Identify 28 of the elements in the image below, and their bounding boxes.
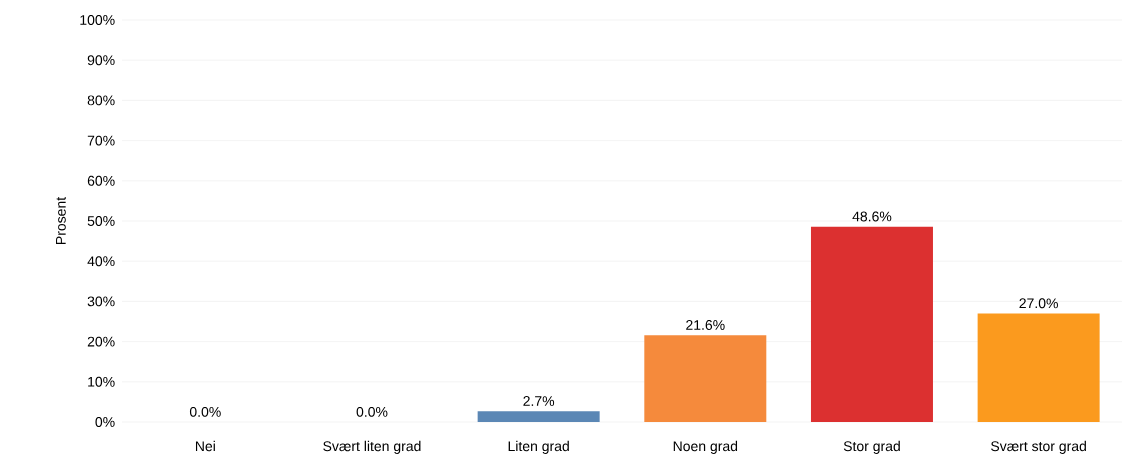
y-tick-label: 70% — [87, 135, 115, 146]
data-label: 0.0% — [189, 406, 221, 417]
y-tick-label: 20% — [87, 336, 115, 347]
x-tick-label: Nei — [195, 440, 215, 452]
x-tick-label: Svært stor grad — [991, 440, 1086, 454]
y-tick-label: 80% — [87, 95, 115, 106]
data-label: 21.6% — [686, 320, 725, 330]
y-axis-title: Prosent — [56, 196, 66, 244]
data-label: 2.7% — [523, 396, 555, 406]
y-tick-label: 100% — [80, 15, 115, 25]
data-label: 48.6% — [852, 211, 892, 222]
x-tick-label: Noen grad — [673, 440, 738, 454]
y-tick-label: 10% — [88, 376, 115, 387]
y-tick-label: 90% — [87, 55, 115, 66]
data-label: 27.0% — [1019, 298, 1058, 309]
bar — [810, 226, 933, 422]
x-tick-label: Svært liten grad — [323, 440, 421, 454]
y-tick-label: 50% — [87, 216, 115, 226]
y-tick-label: 40% — [87, 256, 115, 267]
data-label: 0.0% — [356, 406, 388, 417]
y-tick-label: 30% — [87, 296, 115, 307]
x-tick-label: Stor grad — [843, 440, 900, 454]
bar — [477, 411, 600, 422]
x-tick-label: Liten grad — [508, 440, 569, 454]
bar — [977, 313, 1100, 422]
bar — [644, 335, 767, 422]
y-tick-label: 0% — [95, 417, 115, 427]
y-tick-label: 60% — [87, 175, 115, 186]
